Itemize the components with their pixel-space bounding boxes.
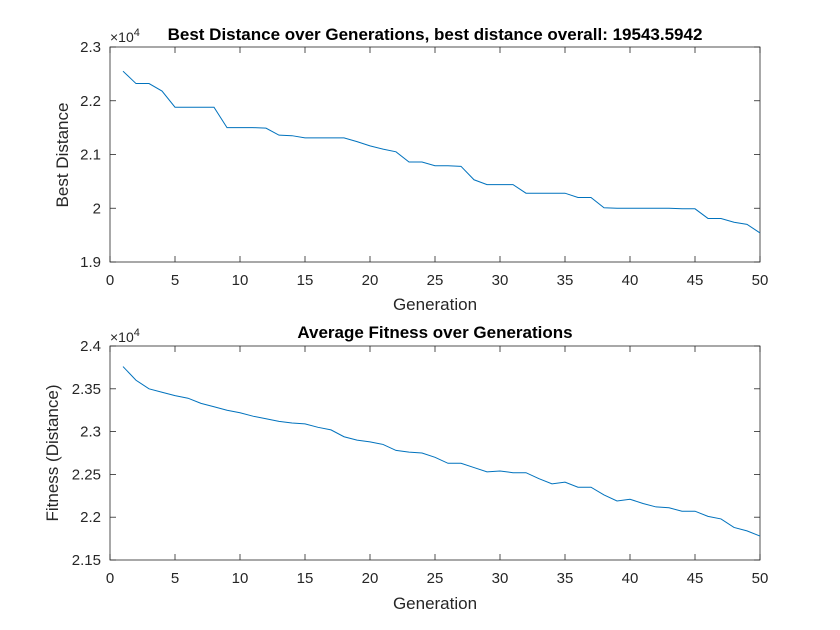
chart-title: Average Fitness over Generations [297, 323, 572, 342]
x-tick-label: 40 [622, 272, 639, 289]
x-tick-label: 0 [106, 272, 114, 289]
y-exponent-label: ×104 [110, 327, 140, 345]
y-tick-label: 2.3 [80, 424, 101, 441]
x-tick-label: 20 [362, 570, 379, 587]
x-tick-label: 35 [557, 272, 574, 289]
x-tick-label: 45 [687, 272, 704, 289]
plot-area [109, 345, 761, 561]
chart-title: Best Distance over Generations, best dis… [168, 25, 703, 44]
x-tick-label: 0 [106, 570, 114, 587]
x-tick-label: 30 [492, 570, 509, 587]
y-tick-label: 2 [93, 200, 101, 217]
x-tick-label: 25 [427, 272, 444, 289]
x-tick-label: 5 [171, 272, 179, 289]
x-tick-label: 15 [297, 272, 314, 289]
x-tick-label: 10 [232, 272, 249, 289]
series-line [122, 70, 761, 234]
x-axis-label: Generation [393, 295, 477, 314]
y-tick-label: 2.1 [80, 147, 101, 164]
x-axis-label: Generation [393, 594, 477, 613]
x-tick-label: 35 [557, 570, 574, 587]
x-tick-label: 20 [362, 272, 379, 289]
x-tick-label: 10 [232, 570, 249, 587]
y-exponent-label: ×104 [110, 27, 140, 45]
x-tick-label: 15 [297, 570, 314, 587]
y-tick-label: 2.4 [80, 338, 101, 355]
plot-area [109, 46, 761, 263]
series-line [122, 366, 761, 537]
x-tick-label: 50 [752, 272, 769, 289]
x-tick-label: 5 [171, 570, 179, 587]
y-axis-label: Best Distance [53, 103, 72, 208]
y-tick-label: 2.25 [72, 466, 101, 483]
x-tick-label: 25 [427, 570, 444, 587]
x-tick-label: 50 [752, 570, 769, 587]
x-tick-label: 30 [492, 272, 509, 289]
x-tick-label: 40 [622, 570, 639, 587]
average-fitness-chart: ×104 Generation Fitness (Distance) 0 5 10 1… [43, 323, 768, 613]
x-tick-label: 45 [687, 570, 704, 587]
y-tick-label: 2.15 [72, 552, 101, 569]
y-tick-label: 2.35 [72, 381, 101, 398]
best-distance-chart: ×104 Generation Best Distance 0 5 10 15 20 25… [53, 25, 768, 314]
y-tick-label: 2.2 [80, 93, 101, 110]
y-tick-label: 1.9 [80, 254, 101, 271]
y-tick-label: 2.3 [80, 39, 101, 56]
y-axis-label: Fitness (Distance) [43, 385, 62, 522]
y-tick-label: 2.2 [80, 509, 101, 526]
